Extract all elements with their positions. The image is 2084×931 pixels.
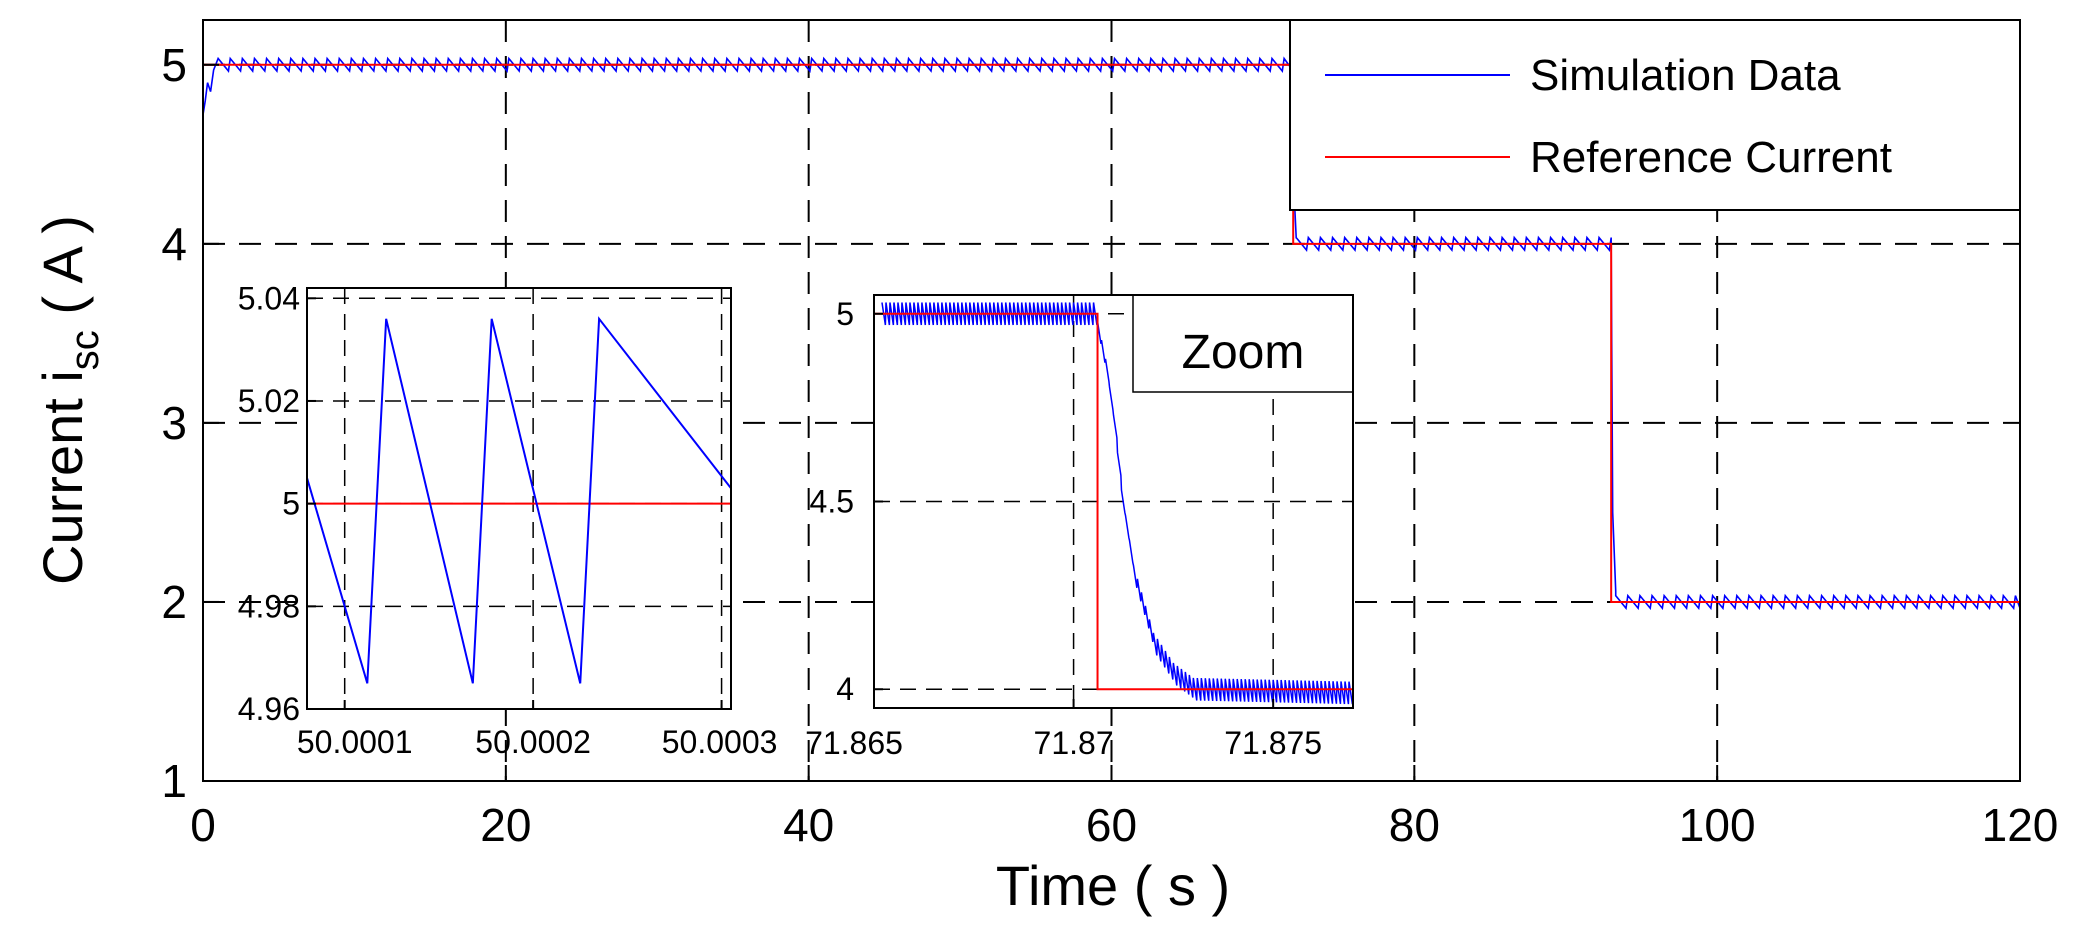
y-tick-label: 4.96: [238, 691, 300, 727]
y-axis-label: Current isc ( A ): [31, 215, 107, 585]
x-tick-label: 50.0003: [662, 724, 778, 760]
legend: Simulation Data Reference Current: [1289, 19, 2021, 211]
x-tick-label: 100: [1679, 799, 1756, 851]
x-tick-label: 71.875: [1224, 725, 1322, 761]
inset-ripple-x-ticks: 50.0001 50.0002 50.0003: [297, 700, 778, 760]
y-axis-label-subscript: sc: [63, 330, 107, 370]
x-tick-label: 71.865: [805, 725, 903, 761]
legend-simulation-label: Simulation Data: [1530, 51, 1841, 100]
inset-zoom-simulation-line: [881, 302, 1354, 705]
inset-ripple-background: [307, 288, 731, 709]
inset-zoom-series: [874, 302, 1354, 705]
y-tick-label: 3: [161, 397, 187, 449]
inset-ripple: 50.0001 50.0002 50.0003 4.96 4.98 5 5.02 5.04: [238, 280, 778, 760]
inset-ripple-series: [306, 316, 732, 684]
inset-zoom-label: Zoom: [1182, 326, 1305, 379]
y-tick-label: 4: [836, 671, 854, 707]
inset-zoom-reference-line: [874, 312, 1353, 691]
legend-reference-label: Reference Current: [1530, 133, 1892, 182]
x-tick-label: 0: [190, 799, 216, 851]
inset-ripple-simulation-line: [306, 316, 732, 684]
x-tick-label: 20: [480, 799, 531, 851]
y-tick-label: 4.98: [238, 588, 300, 624]
x-tick-label: 80: [1389, 799, 1440, 851]
y-tick-label: 2: [161, 576, 187, 628]
inset-zoom-label-box: [1132, 294, 1354, 393]
x-tick-label: 71.87: [1034, 725, 1114, 761]
inset-zoom-y-ticks: 44.55: [810, 296, 883, 707]
y-tick-label: 5.02: [238, 383, 300, 419]
svg-text:Current isc ( A ): Current isc ( A ): [31, 215, 107, 585]
y-tick-label: 5: [161, 39, 187, 91]
x-axis-label: Time ( s ): [996, 854, 1230, 917]
y-tick-label: 4.5: [810, 484, 854, 520]
inset-ripple-frame: [306, 287, 732, 710]
y-axis-label-main: Current i: [31, 370, 94, 585]
x-tick-label: 60: [1086, 799, 1137, 851]
y-tick-label: 5.04: [238, 280, 300, 316]
y-tick-label: 5: [282, 486, 300, 522]
x-tick-label: 120: [1982, 799, 2059, 851]
legend-box: [1289, 19, 2021, 211]
inset-ripple-y-ticks: 4.96 4.98 5 5.02 5.04: [238, 280, 316, 727]
inset-zoom: Zoom 71.865 71.87 71.875 44.55: [805, 294, 1354, 761]
y-tick-label: 1: [161, 755, 187, 807]
y-axis-label-unit: ( A ): [31, 215, 94, 330]
x-tick-label: 40: [783, 799, 834, 851]
y-tick-label: 4: [161, 218, 187, 270]
main-x-ticks: 0 20 40 60 80 100 120: [190, 765, 2058, 851]
main-y-ticks: 1 2 3 4 5: [161, 39, 219, 807]
y-tick-label: 5: [836, 296, 854, 332]
x-tick-label: 50.0001: [297, 724, 413, 760]
inset-zoom-x-ticks: 71.865 71.87 71.875: [805, 699, 1322, 761]
x-tick-label: 50.0002: [475, 724, 591, 760]
